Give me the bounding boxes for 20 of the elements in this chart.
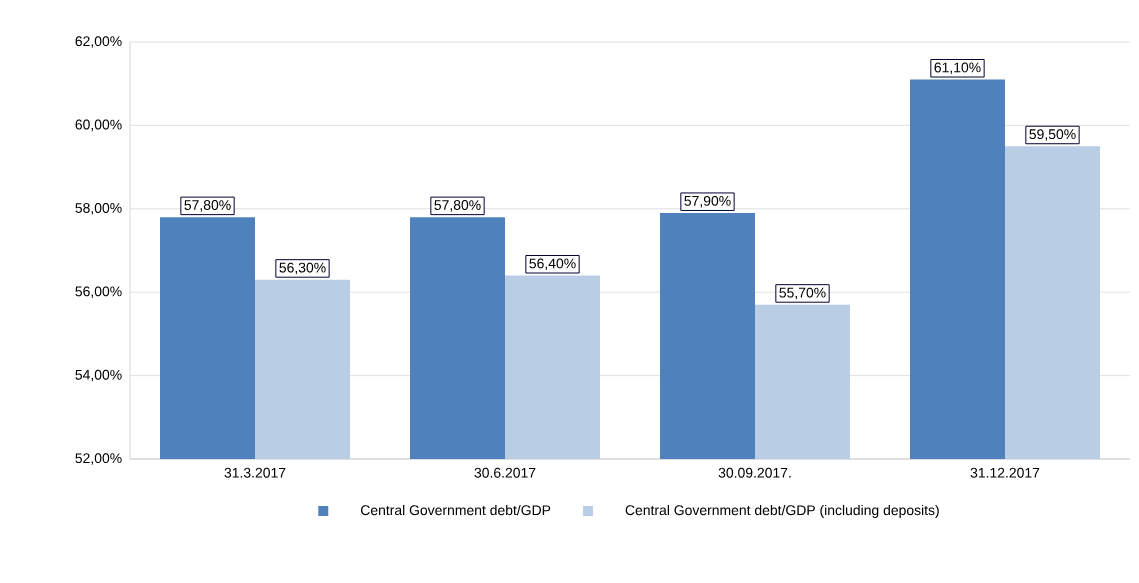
data-label: 57,80% (434, 200, 481, 212)
data-label: 57,80% (184, 200, 231, 212)
y-tick-label: 54,00% (75, 369, 122, 382)
data-label: 59,50% (1029, 129, 1076, 141)
y-tick-label: 52,00% (75, 453, 122, 465)
data-label: 56,40% (529, 258, 576, 271)
data-label: 56,30% (279, 262, 326, 275)
x-tick-label: 31.3.2017 (224, 467, 286, 478)
legend-label: Central Government debt/GDP (360, 504, 551, 516)
legend-label: Central Government debt/GDP (including deposits) (625, 504, 939, 518)
x-tick-label: 31.12.2017 (970, 467, 1040, 478)
y-tick-label: 62,00% (75, 36, 122, 48)
data-label: 57,90% (684, 195, 731, 208)
x-tick-label: 30.09.2017. (718, 467, 791, 478)
y-tick-label: 56,00% (75, 286, 122, 298)
x-tick-label: 30.6.2017 (474, 467, 536, 478)
data-label: 55,70% (779, 287, 826, 300)
data-label: 61,10% (934, 62, 981, 75)
y-tick-label: 60,00% (75, 119, 122, 132)
y-tick-label: 58,00% (75, 203, 122, 215)
